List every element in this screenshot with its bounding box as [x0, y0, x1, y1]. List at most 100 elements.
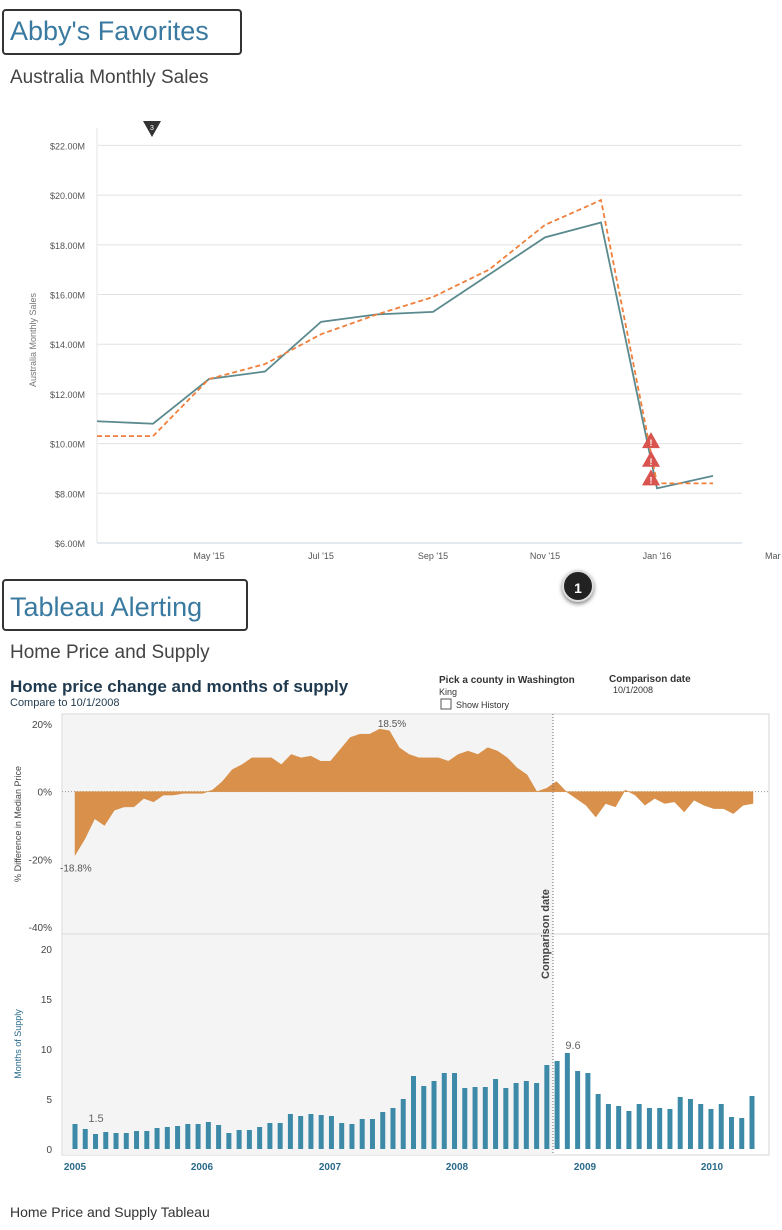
price-y-tick: -40% [29, 923, 52, 934]
year-tick-label: 2005 [64, 1162, 87, 1173]
y-tick-label: $18.00M [50, 241, 85, 251]
supply-bar [636, 1104, 642, 1149]
y-tick-label: $22.00M [50, 141, 85, 151]
annotation-marker-icon [143, 121, 161, 137]
y-tick-label: $20.00M [50, 191, 85, 201]
supply-bar [226, 1133, 232, 1149]
year-tick-label: 2006 [191, 1162, 214, 1173]
supply-bar [605, 1104, 611, 1149]
year-tick-label: 2009 [574, 1162, 597, 1173]
sales-line-chart[interactable]: $6.00M $8.00M $10.00M $12.00M $14.00M $16.00M… [0, 0, 782, 580]
supply-bar [749, 1096, 755, 1149]
supply-bar [185, 1124, 191, 1149]
supply-bar [462, 1088, 468, 1149]
y-tick-label: $12.00M [50, 390, 85, 400]
supply-bar [134, 1131, 140, 1149]
show-history-checkbox[interactable] [440, 698, 452, 710]
supply-bar [677, 1097, 683, 1149]
x-tick-label: Jan '16 [643, 551, 672, 561]
y-tick-label: $8.00M [55, 489, 85, 499]
supply-bar [308, 1114, 314, 1149]
supply-bar [216, 1125, 222, 1149]
county-picker-value: King [439, 687, 457, 697]
supply-bar [318, 1115, 324, 1149]
supply-bar [667, 1109, 673, 1149]
supply-bar [482, 1087, 488, 1149]
county-picker-label: Pick a county in Washington [439, 675, 575, 686]
y-tick-label: $16.00M [50, 291, 85, 301]
supply-bar [441, 1073, 447, 1149]
min-value-label: -18.8% [60, 863, 92, 874]
comparison-date-label: Comparison date [609, 674, 691, 685]
x-tick-label: Mar [765, 551, 781, 561]
supply-bar [493, 1079, 499, 1149]
x-tick-label: Nov '15 [530, 551, 560, 561]
section-header-favorites [2, 9, 242, 55]
supply-bar [164, 1127, 170, 1149]
y-tick-label: $10.00M [50, 440, 85, 450]
supply-bar [380, 1112, 386, 1149]
actual-series-line [96, 221, 714, 490]
supply-bar [687, 1099, 693, 1149]
supply-y-tick: 20 [41, 945, 53, 956]
max-value-label: 18.5% [378, 719, 406, 730]
supply-bar [390, 1108, 396, 1149]
supply-bar [93, 1134, 99, 1149]
supply-bar [739, 1118, 745, 1149]
supply-bar [82, 1129, 88, 1149]
supply-y-tick: 10 [41, 1045, 53, 1056]
dashboard-subtitle: Compare to 10/1/2008 [10, 697, 119, 709]
supply-bar [113, 1133, 119, 1149]
supply-bar [564, 1053, 570, 1149]
supply-bar [503, 1088, 509, 1149]
price-y-axis-label: % Difference in Median Price [13, 766, 23, 882]
y-axis-label: Australia Monthly Sales [28, 292, 38, 387]
chart-subtitle-sales: Australia Monthly Sales [10, 67, 209, 88]
supply-bar [513, 1083, 519, 1149]
supply-bar [103, 1132, 109, 1149]
supply-bar [472, 1087, 478, 1149]
supply-bar [195, 1124, 201, 1149]
annotation-marker-label: 3 [150, 125, 154, 132]
supply-bar [287, 1114, 293, 1149]
supply-bar [369, 1119, 375, 1149]
supply-bar [205, 1122, 211, 1149]
home-price-dashboard[interactable]: Home price change and months of supplyCo… [0, 668, 782, 1208]
supply-bar [554, 1061, 560, 1149]
supply-bar [523, 1081, 529, 1149]
comparison-date-line-label: Comparison date [540, 889, 552, 979]
x-tick-label: Jul '15 [308, 551, 334, 561]
supply-bar [575, 1071, 581, 1149]
alert-warning-glyph: ! [650, 457, 653, 467]
chart-subtitle-home: Home Price and Supply [10, 642, 210, 663]
step-badge[interactable]: 1 [562, 570, 594, 602]
section-title-favorites[interactable]: Abby's Favorites [10, 16, 209, 46]
supply-bar [144, 1131, 150, 1149]
supply-bar [359, 1119, 365, 1149]
supply-bar [236, 1130, 242, 1149]
supply-bar [257, 1127, 263, 1149]
supply-bar [452, 1073, 458, 1149]
supply-bar [616, 1106, 622, 1149]
supply-bar [175, 1126, 181, 1149]
supply-bar [708, 1109, 714, 1149]
section-title-alerting[interactable]: Tableau Alerting [10, 592, 203, 622]
forecast-series-line [97, 198, 713, 485]
price-y-tick: -20% [29, 855, 52, 866]
supply-y-tick: 15 [41, 995, 53, 1006]
supply-bar [72, 1124, 78, 1149]
supply-bar [339, 1123, 345, 1149]
supply-bar [411, 1076, 416, 1149]
history-shade [63, 715, 553, 934]
supply-bar [123, 1133, 129, 1149]
supply-bar [585, 1073, 591, 1149]
supply-bar [646, 1108, 652, 1149]
year-tick-label: 2007 [319, 1162, 342, 1173]
supply-bar [718, 1104, 724, 1149]
supply-bar [421, 1086, 427, 1149]
price-change-area [74, 728, 754, 857]
supply-y-axis-label: Months of Supply [13, 1009, 23, 1079]
supply-bar [698, 1104, 704, 1149]
alert-warning-glyph: ! [650, 438, 653, 448]
price-y-tick: 0% [38, 788, 53, 799]
